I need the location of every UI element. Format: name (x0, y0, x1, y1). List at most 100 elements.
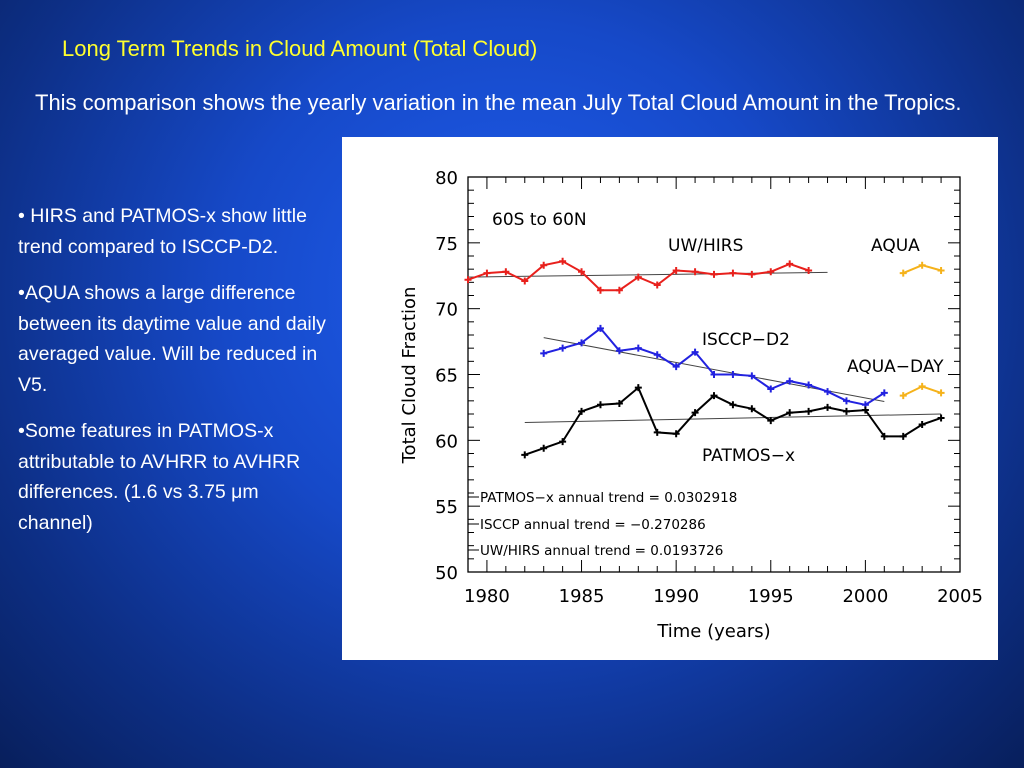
data-point (880, 389, 888, 397)
data-point (596, 401, 604, 409)
cloud-fraction-chart: 1980 1985 1990 1995 2000 2005 50 55 60 65 70 75 80 T… (399, 168, 983, 642)
data-point (653, 351, 661, 359)
x-tick-label: 1995 (748, 586, 794, 607)
data-point (786, 377, 794, 385)
data-point (918, 382, 926, 390)
data-point (748, 405, 756, 413)
x-tick-label: 1990 (653, 586, 699, 607)
isccp-label: ISCCP−D2 (702, 330, 790, 350)
data-point (615, 347, 623, 355)
data-point (596, 286, 604, 294)
data-point (615, 286, 623, 294)
chart-panel: 1980 1985 1990 1995 2000 2005 50 55 60 65 70 75 80 T… (342, 137, 998, 660)
data-point (691, 348, 699, 356)
data-point (464, 276, 472, 284)
trend-line (467, 271, 828, 278)
data-point (559, 438, 567, 446)
data-point (672, 266, 680, 274)
data-point (786, 260, 794, 268)
y-tick-label: 55 (435, 497, 458, 518)
data-point (634, 344, 642, 352)
y-tick-label: 65 (435, 366, 458, 387)
x-tick-label: 1985 (559, 586, 605, 607)
x-tick-label: 1980 (464, 586, 510, 607)
trend-legend-isccp: ISCCP annual trend = −0.270286 (480, 517, 706, 533)
y-axis-label: Total Cloud Fraction (399, 287, 420, 465)
y-tick-label: 60 (435, 431, 458, 452)
data-point (710, 392, 718, 400)
data-point (502, 268, 510, 276)
data-point (937, 266, 945, 274)
slide-title: Long Term Trends in Cloud Amount (Total … (62, 36, 538, 61)
axis-ticks: 1980 1985 1990 1995 2000 2005 50 55 60 65 70 75 80 (435, 168, 983, 607)
data-point (748, 372, 756, 380)
data-point (805, 266, 813, 274)
data-point (710, 270, 718, 278)
x-tick-label: 2005 (937, 586, 983, 607)
data-point (805, 381, 813, 389)
x-axis-label: Time (years) (656, 621, 770, 642)
intro-text: This comparison shows the yearly variati… (35, 90, 962, 115)
bullet-list: • HIRS and PATMOS-x show little trend co… (18, 201, 328, 554)
data-point (824, 388, 832, 396)
data-point (918, 421, 926, 429)
data-point (899, 392, 907, 400)
data-point (578, 339, 586, 347)
data-point (653, 281, 661, 289)
data-point (521, 451, 529, 459)
data-point (672, 363, 680, 371)
data-point (729, 371, 737, 378)
data-point (880, 432, 888, 440)
data-point (672, 430, 680, 438)
data-point (899, 269, 907, 277)
patmos-label: PATMOS−x (702, 446, 795, 466)
y-tick-label: 80 (435, 168, 458, 189)
data-point (653, 428, 661, 436)
bullet-item-patmos: •Some features in PATMOS-x attributable … (18, 420, 301, 534)
data-point (918, 261, 926, 269)
data-point (767, 268, 775, 276)
y-tick-label: 70 (435, 300, 458, 321)
data-point (899, 432, 907, 440)
data-point (861, 406, 869, 414)
uw-hirs-label: UW/HIRS (668, 236, 743, 256)
x-tick-label: 2000 (842, 586, 888, 607)
y-tick-label: 75 (435, 234, 458, 255)
bullet-item-trend: • HIRS and PATMOS-x show little trend co… (18, 205, 307, 258)
aqua-day-label: AQUA−DAY (847, 357, 944, 377)
data-point (937, 389, 945, 397)
data-point (691, 409, 699, 417)
data-point (521, 277, 529, 285)
region-label: 60S to 60N (492, 210, 587, 230)
data-point (767, 385, 775, 393)
data-series (464, 257, 945, 459)
data-point (842, 397, 850, 405)
trend-legend: PATMOS−x annual trend = 0.0302918 ISCCP … (468, 490, 737, 559)
data-point (540, 261, 548, 269)
data-point (615, 399, 623, 407)
y-tick-label: 50 (435, 563, 458, 584)
data-point (824, 403, 832, 411)
data-point (786, 409, 794, 417)
data-point (483, 269, 491, 277)
data-point (596, 324, 604, 332)
trend-legend-patmos: PATMOS−x annual trend = 0.0302918 (480, 490, 737, 506)
data-point (937, 414, 945, 422)
aqua-label: AQUA (871, 236, 920, 256)
data-point (710, 371, 718, 378)
data-point (578, 407, 586, 415)
data-point (540, 444, 548, 452)
data-point (578, 268, 586, 276)
data-point (559, 344, 567, 352)
data-point (634, 273, 642, 281)
data-point (767, 417, 775, 425)
bullet-item-aqua: •AQUA shows a large difference between i… (18, 282, 326, 396)
data-point (559, 257, 567, 265)
trend-line (524, 413, 942, 424)
data-point (691, 268, 699, 276)
data-point (729, 269, 737, 277)
data-point (748, 270, 756, 278)
data-point (805, 407, 813, 415)
data-point (540, 349, 548, 357)
data-point (729, 401, 737, 409)
